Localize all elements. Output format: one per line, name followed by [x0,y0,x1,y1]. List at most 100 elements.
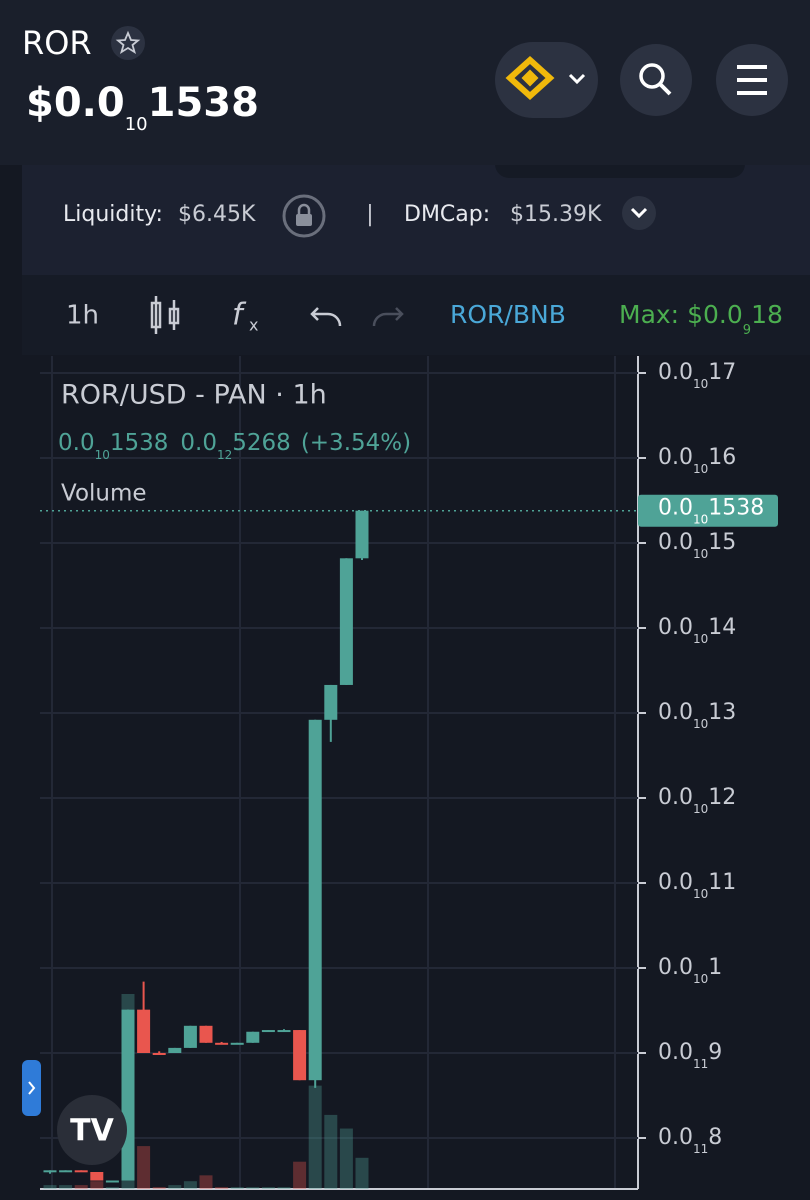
undo-button[interactable] [310,307,342,327]
label-digits: 13 [708,700,736,725]
lock-shackle [297,203,311,214]
chevron [568,73,586,85]
favorite-button[interactable] [111,26,145,60]
interval-button[interactable]: 1h [66,301,99,331]
label-digits: 14 [708,615,736,640]
label-digits: 11 [708,870,736,895]
y-tick-label: 0.01012 [658,785,736,816]
label-prefix: 0.0 [658,1125,693,1150]
symbol: ROR [22,24,92,62]
liquidity-value: $6.45K [178,202,256,227]
volume-bar [152,1187,166,1189]
candle-body [43,1170,57,1173]
label-sub: 10 [693,887,708,901]
candle-body [121,1009,135,1181]
volume-bar [168,1185,182,1189]
chevron [630,207,648,219]
side-tab[interactable] [22,1060,41,1116]
candle-body [261,1030,275,1033]
y-tick-label: 0.01016 [658,445,736,476]
volume-bar [308,1085,322,1189]
label-prefix: 0.0 [658,530,693,555]
side-tab-icon [28,1081,36,1095]
label-prefix: 0.0 [658,700,693,725]
volume-bar [246,1187,260,1189]
label-digits: 1 [708,955,722,980]
y-tick-label: 0.01015 [658,530,736,561]
candle-body [230,1042,244,1045]
y-tick-label: 0.0118 [658,1125,722,1156]
candle-body [355,510,369,559]
volume-bar [43,1185,57,1189]
label-digits: 8 [708,1125,722,1150]
volume-bar [230,1187,244,1189]
menu-icon [737,65,767,95]
label-prefix: 0.0 [658,496,693,521]
volume-bar [261,1187,275,1189]
volume-bar [215,1187,229,1189]
label-digits: 15 [708,530,736,555]
label-sub: 11 [693,1057,708,1071]
chart: 0.010170.010160.010150.010140.010130.010… [40,356,778,1190]
search-handle [658,82,672,96]
search-icon [639,63,665,89]
search-button[interactable] [620,44,692,116]
label-sub: 10 [693,547,708,561]
tradingview-logo[interactable] [57,1095,127,1165]
redo-button[interactable] [372,307,404,327]
label-digits: 17 [708,360,736,385]
volume-bar [277,1187,291,1189]
candle-type-button[interactable] [150,296,180,334]
y-tick-label: 0.01013 [658,700,736,731]
bnb-logo [505,55,555,101]
pair-button[interactable]: ROR/BNB [450,300,566,329]
candle-body [59,1170,73,1173]
y-tick-label: 0.0119 [658,1040,722,1071]
y-tick-label: 0.01014 [658,615,736,646]
legend-values: 0.0101538 0.0125268 (+3.54%) [58,430,411,462]
volume-label: Volume [61,481,147,507]
volume-bar [339,1128,353,1189]
last-price-box [638,494,778,527]
candle-body [137,1009,151,1053]
label-prefix: 0.0 [658,870,693,895]
candle-body [324,684,338,720]
label-sub: 10 [693,717,708,731]
label-prefix: 0.0 [658,785,693,810]
dmcap-label: DMCap: [404,202,490,227]
y-tick-label: 0.01017 [658,360,736,391]
candle-body [215,1042,229,1045]
candle-body [90,1172,104,1181]
candle-body [339,558,353,685]
separator: | [366,202,373,227]
expand-button[interactable] [622,196,656,230]
dmcap-value: $15.39K [510,202,602,227]
candle-body [277,1030,291,1033]
candle-body [152,1053,166,1055]
volume-bar [74,1185,88,1189]
volume-bar [105,1187,119,1189]
volume-bar [293,1161,307,1189]
label-sub: 10 [693,462,708,476]
label-digits: 9 [708,1040,722,1065]
label-digits: 12 [708,785,736,810]
volume-bar [355,1157,369,1189]
label-prefix: 0.0 [658,1040,693,1065]
candle-body [74,1170,88,1173]
label-sub: 10 [693,802,708,816]
label-digits: 16 [708,445,736,470]
label-sub: 11 [693,1142,708,1156]
logo-glyph: TV [70,1114,114,1149]
bnb-center [521,69,539,87]
label-sub: 10 [693,972,708,986]
label-digits: 1538 [708,496,764,521]
y-tick-label: 0.0101 [658,955,722,986]
candle-body [199,1025,213,1043]
toolbar [22,275,810,355]
volume-bar [90,1181,104,1189]
star-icon [115,30,141,54]
liquidity-label: Liquidity: [63,202,163,227]
lock-icon[interactable] [282,194,326,238]
candle-body [308,719,322,1081]
